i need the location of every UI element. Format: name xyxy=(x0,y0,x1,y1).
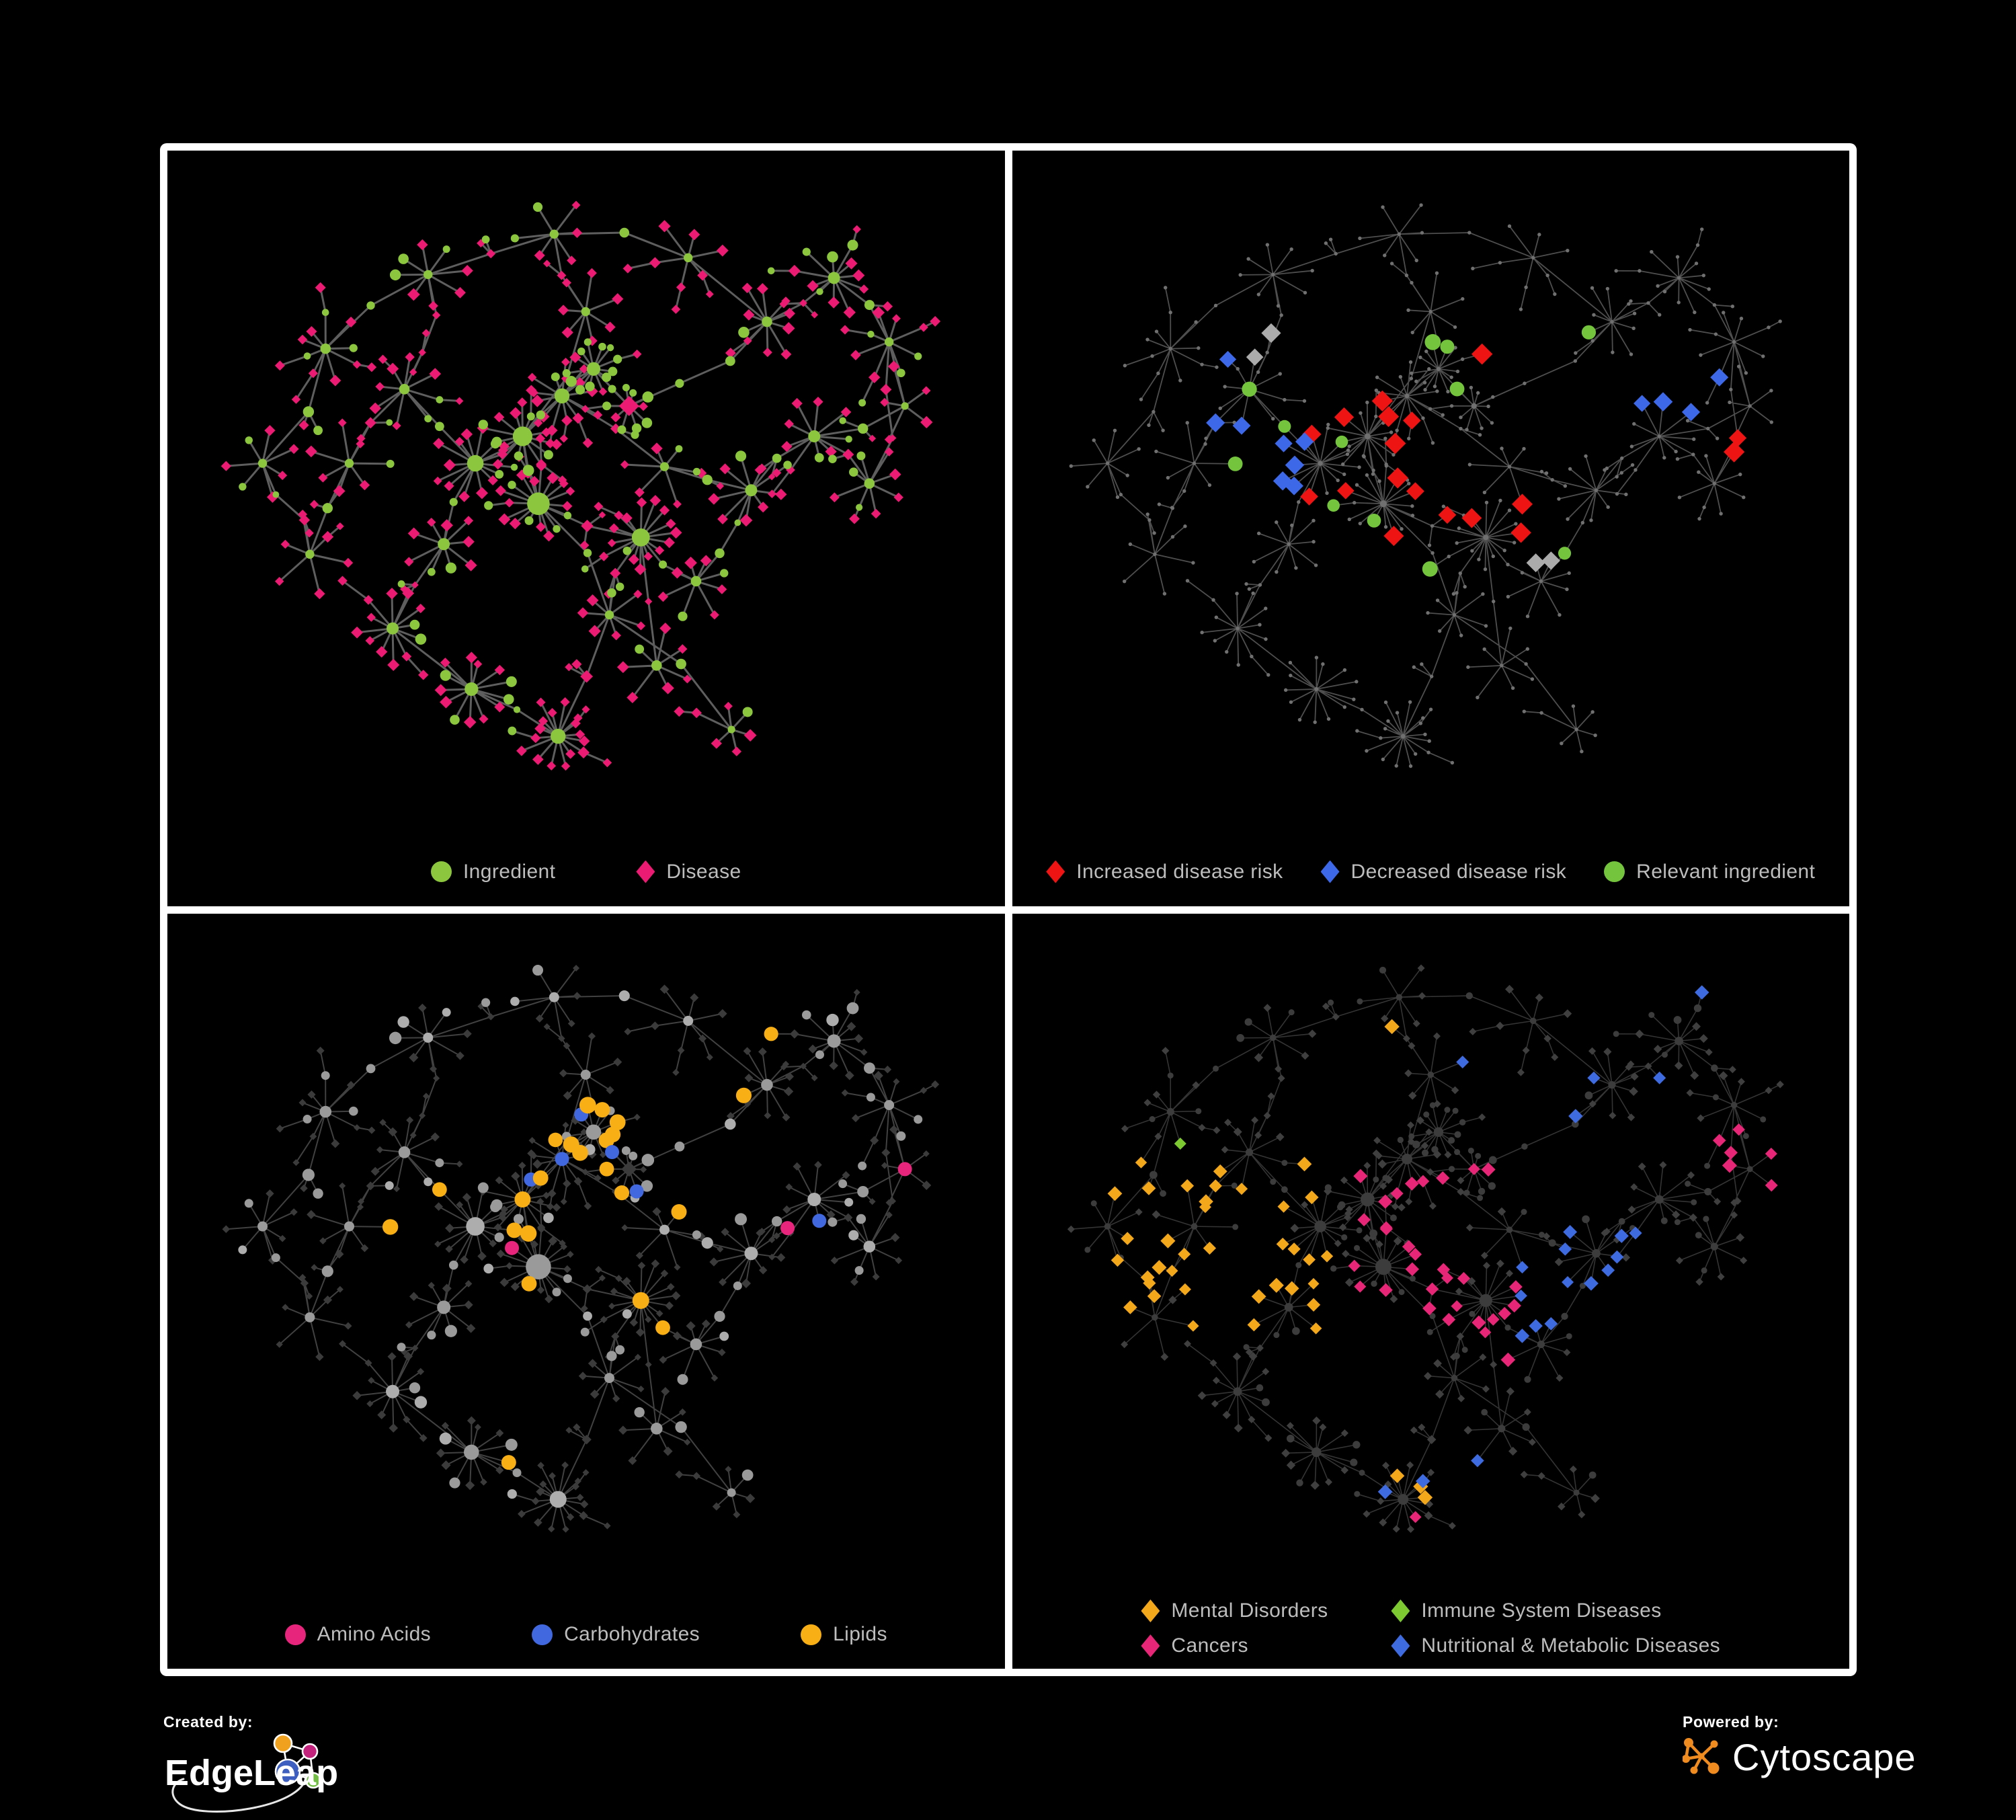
legend-label: Ingredient xyxy=(462,860,556,883)
legend-marker-circle-icon xyxy=(284,1624,306,1645)
panel-disease-classes: Mental Disorders Immune System Diseases Ca… xyxy=(1012,913,1849,1669)
legend-label: Lipids xyxy=(833,1623,887,1645)
legend-marker-circle-icon xyxy=(801,1624,822,1645)
panel-grid: Ingredient Disease Increased disease risk… xyxy=(160,143,1857,1676)
legend-item: Relevant ingredient xyxy=(1604,861,1815,883)
legend-ingredient-classes: Amino Acids Carbohydrates Lipids xyxy=(167,1623,1005,1646)
edgeleap-node-magenta xyxy=(301,1743,319,1760)
legend-label: Amino Acids xyxy=(317,1623,432,1645)
legend-label: Mental Disorders xyxy=(1171,1599,1328,1622)
edgeleap-swoosh xyxy=(171,1776,307,1813)
legend-item: Nutritional & Metabolic Diseases xyxy=(1391,1630,1720,1661)
legend-item: Disease xyxy=(636,860,741,883)
edgeleap-logo: EdgeLeap xyxy=(165,1733,338,1813)
legend-label: Nutritional & Metabolic Diseases xyxy=(1421,1634,1721,1657)
legend-disease-classes: Mental Disorders Immune System Diseases Ca… xyxy=(1141,1595,1720,1661)
cytoscape-logo-icon xyxy=(1683,1737,1720,1774)
network-disease-classes xyxy=(1067,964,1784,1533)
cytoscape-wordmark: Cytoscape xyxy=(1732,1736,1917,1778)
legend-label: Carbohydrates xyxy=(564,1623,700,1645)
edgeleap-node-blue xyxy=(274,1758,301,1785)
legend-label: Decreased disease risk xyxy=(1350,860,1567,883)
legend-item: Decreased disease risk xyxy=(1320,860,1567,883)
legend-label: Cancers xyxy=(1171,1634,1248,1657)
legend-marker-diamond-icon xyxy=(1320,860,1340,883)
network-ingredient-classes xyxy=(222,964,940,1533)
legend-marker-diamond-icon xyxy=(1391,1634,1410,1657)
network-disease-risk xyxy=(1069,203,1782,768)
legend-item: Mental Disorders xyxy=(1141,1595,1391,1626)
panel-ingredient-classes: Amino Acids Carbohydrates Lipids xyxy=(167,913,1005,1669)
legend-marker-diamond-icon xyxy=(1141,1634,1160,1657)
legend-label: Relevant ingredient xyxy=(1636,860,1816,883)
legend-marker-diamond-icon xyxy=(636,860,655,883)
legend-item: Increased disease risk xyxy=(1046,860,1283,883)
legend-label: Increased disease risk xyxy=(1076,860,1283,883)
legend-disease-risk: Increased disease risk Decreased disease … xyxy=(1012,860,1850,883)
legend-item: Carbohydrates xyxy=(532,1623,700,1646)
edgeleap-node-green xyxy=(305,1772,322,1789)
edgeleap-wordmark: EdgeLeap xyxy=(165,1753,338,1793)
created-by-label: Created by: xyxy=(163,1713,253,1731)
legend-marker-circle-icon xyxy=(430,861,452,882)
legend-item: Lipids xyxy=(801,1623,887,1646)
created-by-block: Created by: EdgeLeap xyxy=(163,1713,378,1820)
legend-marker-circle-icon xyxy=(1604,861,1625,882)
network-ingredient-disease xyxy=(220,200,941,771)
legend-marker-diamond-icon xyxy=(1141,1599,1160,1622)
legend-ingredient-disease: Ingredient Disease xyxy=(167,860,1005,883)
legend-item: Amino Acids xyxy=(284,1623,432,1646)
powered-by-label: Powered by: xyxy=(1683,1713,1779,1731)
legend-label: Disease xyxy=(666,860,741,883)
legend-marker-diamond-icon xyxy=(1391,1599,1410,1622)
panel-disease-risk: Increased disease risk Decreased disease … xyxy=(1012,151,1850,906)
powered-by-block: Powered by: Cytoscape xyxy=(1683,1713,1917,1779)
legend-label: Immune System Diseases xyxy=(1421,1599,1662,1622)
edgeleap-node-orange xyxy=(273,1733,293,1753)
legend-marker-diamond-icon xyxy=(1046,860,1065,883)
legend-item: Ingredient xyxy=(430,860,556,883)
legend-item: Immune System Diseases xyxy=(1391,1595,1720,1626)
legend-marker-circle-icon xyxy=(532,1624,553,1645)
cytoscape-logo-row: Cytoscape xyxy=(1683,1735,1917,1779)
panel-ingredient-disease: Ingredient Disease xyxy=(167,151,1005,906)
legend-item: Cancers xyxy=(1141,1630,1391,1661)
